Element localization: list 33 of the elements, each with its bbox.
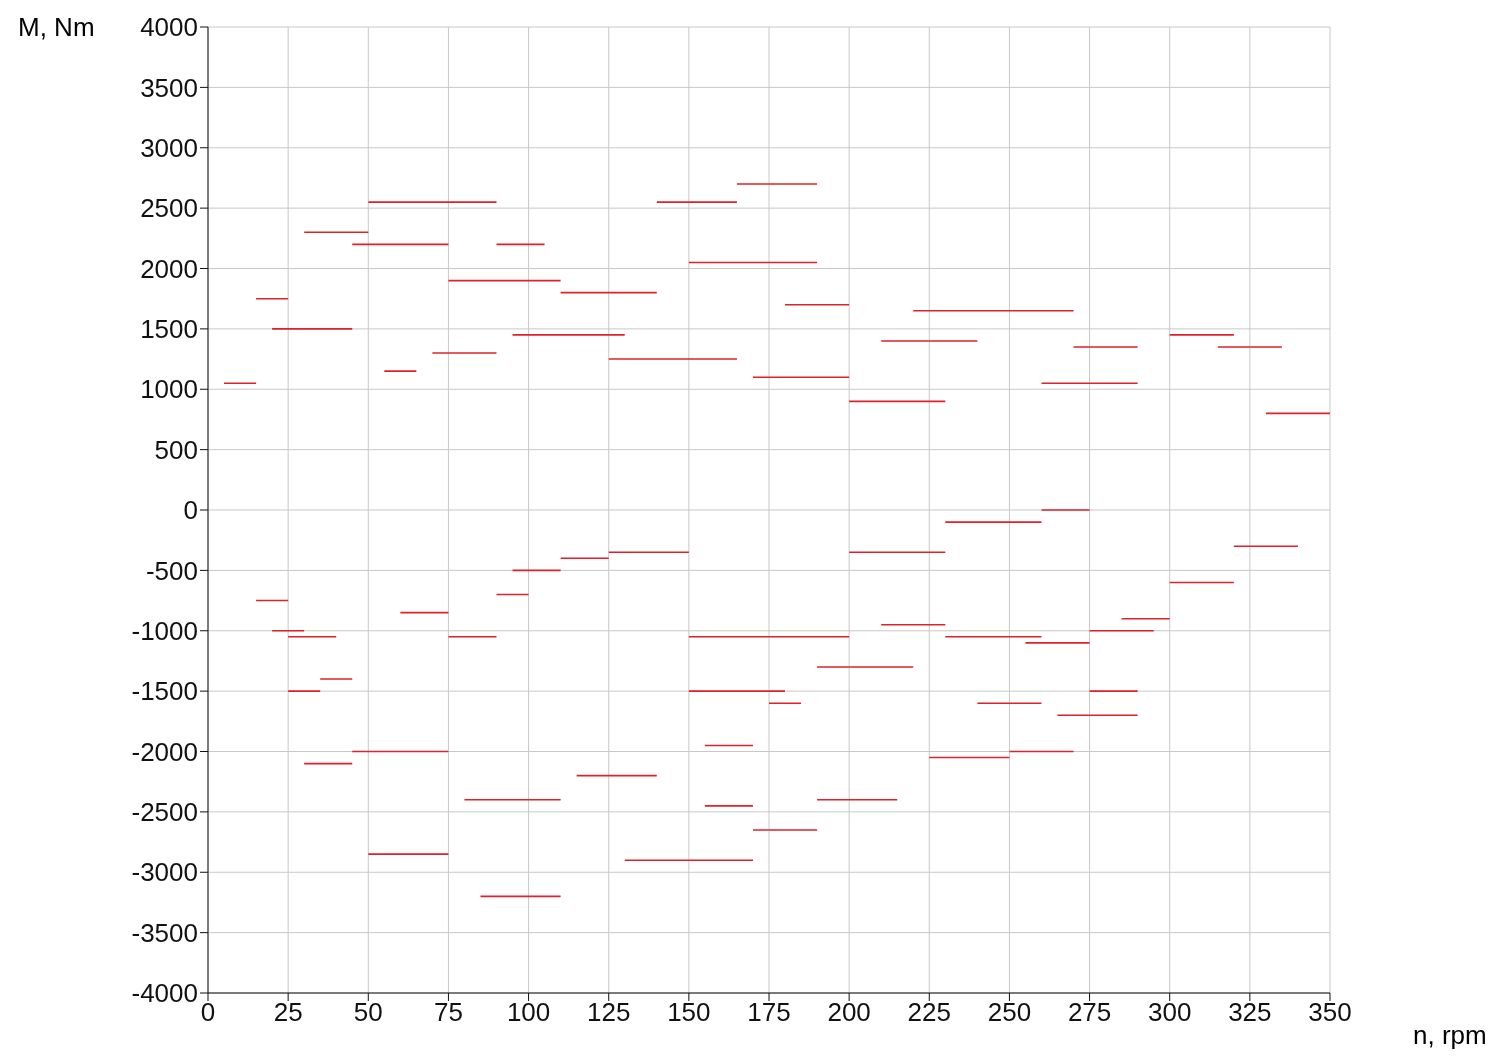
- y-tick-label: 1000: [140, 374, 198, 405]
- y-tick-label: -500: [145, 555, 198, 586]
- y-tick-label: 1500: [140, 314, 198, 345]
- x-tick-label: 350: [1308, 997, 1352, 1028]
- y-tick-label: -3500: [131, 917, 198, 948]
- x-tick-label: 150: [667, 997, 711, 1028]
- x-tick-label: 100: [506, 997, 551, 1028]
- x-tick-label: 75: [433, 997, 463, 1028]
- y-tick-label: 500: [154, 434, 198, 465]
- x-axis-title: n, rpm: [1413, 1020, 1487, 1051]
- y-tick-label: 2000: [140, 253, 198, 284]
- y-tick-label: -1000: [131, 615, 198, 646]
- x-tick-label: 175: [747, 997, 791, 1028]
- y-tick-label: 2500: [140, 193, 198, 224]
- y-tick-label: 3500: [140, 72, 198, 103]
- y-tick-label: -2500: [131, 797, 198, 828]
- y-tick-label: -1500: [131, 676, 198, 707]
- x-tick-label: 225: [907, 997, 951, 1028]
- x-tick-label: 200: [827, 997, 871, 1028]
- x-tick-label: 325: [1228, 997, 1272, 1028]
- y-tick-label: 4000: [140, 12, 198, 43]
- x-tick-label: 250: [987, 997, 1032, 1028]
- x-tick-label: 300: [1148, 997, 1192, 1028]
- x-tick-label: 25: [273, 997, 303, 1028]
- y-tick-label: -4000: [131, 978, 198, 1009]
- x-tick-label: 50: [353, 997, 383, 1028]
- x-tick-label: 125: [587, 997, 631, 1028]
- y-tick-label: -2000: [131, 736, 198, 767]
- x-tick-label: 275: [1067, 997, 1112, 1028]
- y-axis-title: M, Nm: [18, 12, 95, 43]
- y-tick-label: 3000: [140, 132, 198, 163]
- y-tick-label: -3000: [131, 857, 198, 888]
- y-tick-label: 0: [183, 495, 198, 526]
